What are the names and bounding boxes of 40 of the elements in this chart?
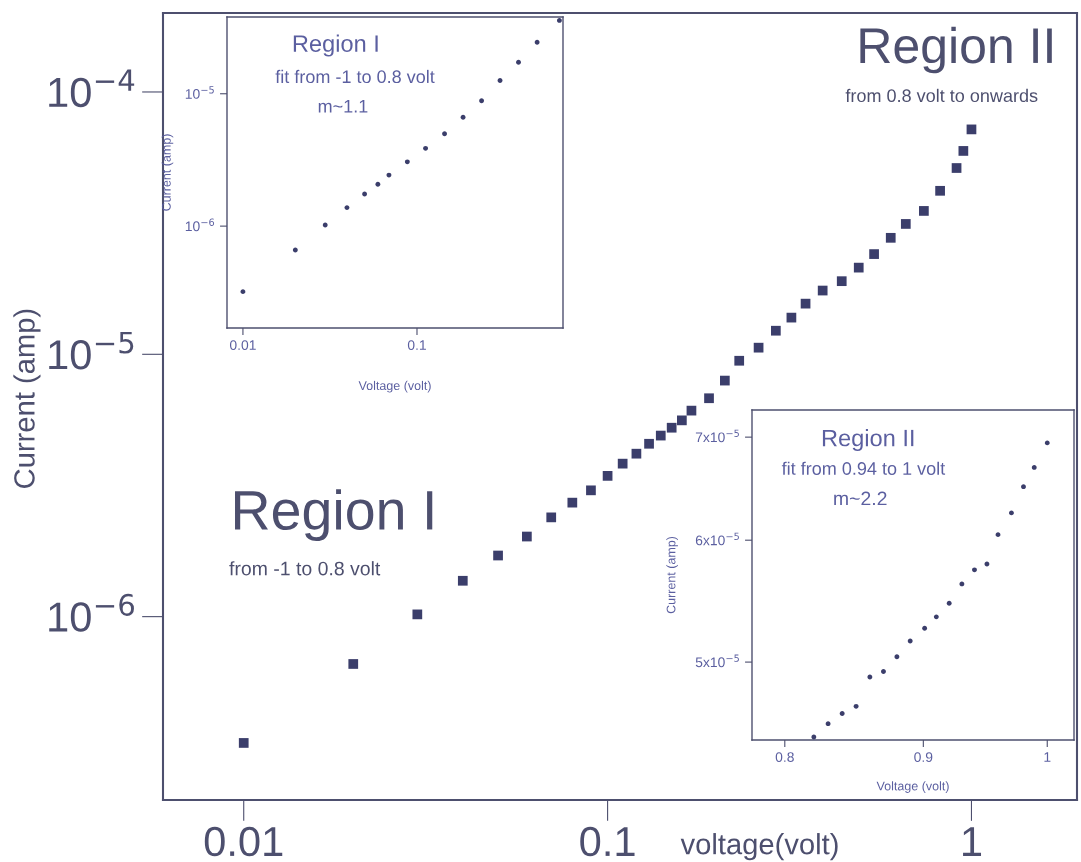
y-axis-title: Current (amp) (666, 536, 678, 614)
y-axis-title: Current (amp) (161, 134, 174, 211)
annotation: from -1 to 0.8 volt (229, 561, 381, 576)
point (516, 59, 521, 65)
x-tick-label: 1 (1044, 752, 1051, 762)
y-tick-label: 5x10$^{−5}$ (695, 654, 739, 668)
y-tick-label: 10$^{−6}$ (49, 593, 134, 632)
point (404, 159, 410, 165)
x-tick-label: 0.1 (407, 340, 426, 351)
x-tick-label: 0.1 (580, 826, 635, 857)
y-tick-label: 10$^{−6}$ (185, 218, 215, 232)
y-tick-label: 6x10$^{−5}$ (695, 532, 739, 546)
x-tick-label: 1 (963, 827, 982, 856)
x-axis-title: voltage(volt) (680, 833, 838, 861)
x-axis-title: Voltage (volt) (358, 380, 431, 393)
annotation: fit from -1 to 0.8 volt (275, 69, 435, 84)
annotation: Region I (235, 489, 433, 541)
annotation: from 0.8 volt to onwards (845, 88, 1038, 103)
x-axis-title: Voltage (volt) (876, 781, 949, 793)
point (442, 131, 447, 137)
point (534, 39, 540, 45)
x-tick-label: 0.01 (204, 826, 283, 857)
annotation: Region I (293, 34, 378, 57)
annotation: m~1.1 (318, 100, 368, 113)
annotation: Region II (822, 429, 914, 452)
x-tick-label: 0.9 (914, 752, 933, 763)
annotation: m~2.2 (834, 491, 887, 506)
x-tick-label: 0.01 (229, 340, 256, 351)
y-tick-label: 7x10$^{−5}$ (695, 429, 739, 443)
point (292, 247, 298, 253)
y-axis-title: Current (amp) (13, 309, 41, 488)
x-tick-label: 0.8 (775, 752, 794, 763)
point (479, 98, 485, 104)
annotation: Region II (860, 26, 1052, 74)
point (423, 145, 428, 151)
point (460, 114, 466, 120)
y-tick-label: 10$^{−5}$ (185, 86, 214, 99)
y-tick-label: 10$^{−5}$ (49, 331, 134, 370)
annotation: fit from 0.94 to 1 volt (781, 461, 946, 475)
y-tick-label: 10$^{−4}$ (49, 69, 135, 108)
